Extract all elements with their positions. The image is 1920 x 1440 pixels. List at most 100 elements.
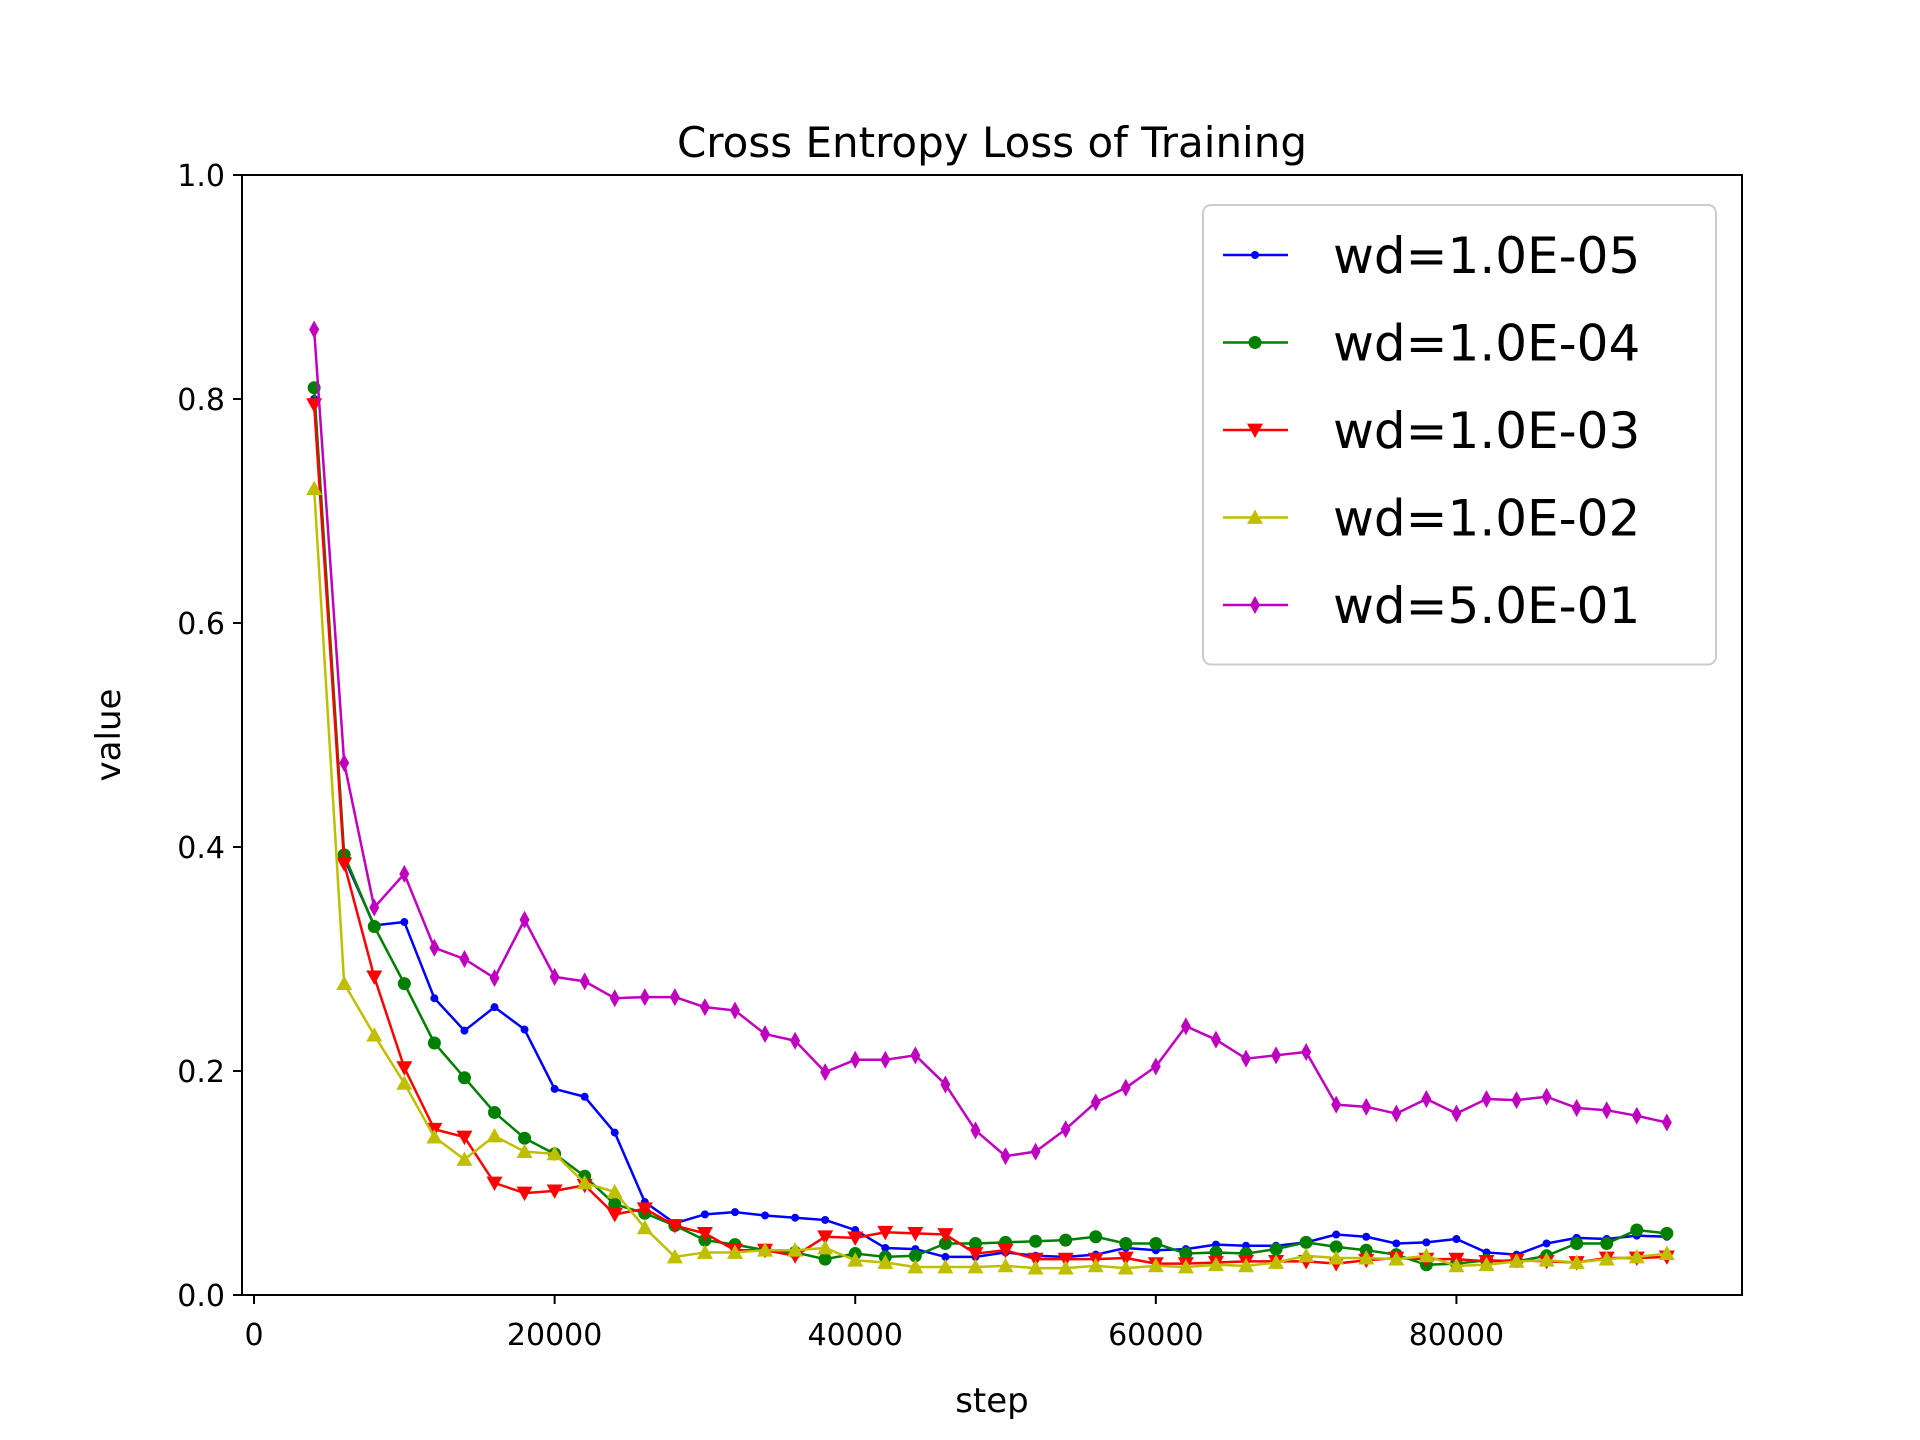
data-point <box>997 1243 1014 1259</box>
data-point <box>968 1236 982 1250</box>
data-point <box>456 1130 473 1146</box>
data-point <box>490 1003 499 1012</box>
x-tick-label: 0 <box>244 1318 263 1353</box>
data-point <box>1060 1120 1071 1139</box>
legend-swatch-marker <box>1248 336 1262 349</box>
series-line <box>312 404 1667 1265</box>
data-point <box>309 320 320 339</box>
data-point <box>1029 1234 1043 1248</box>
data-point <box>1661 1113 1672 1132</box>
data-point <box>726 1244 743 1259</box>
y-tick-label: 0.4 <box>177 831 225 866</box>
data-point <box>847 1231 864 1246</box>
data-point <box>790 1031 801 1050</box>
data-point <box>1241 1049 1252 1068</box>
legend-label: wd=1.0E-03 <box>1333 402 1640 460</box>
data-point <box>937 1228 954 1243</box>
data-point <box>881 1243 890 1252</box>
data-point <box>430 994 439 1003</box>
data-point <box>606 1183 623 1199</box>
data-point <box>1508 1253 1525 1268</box>
series-wd=5.0E-01 <box>309 320 1672 1166</box>
x-tick-label: 40000 <box>808 1318 903 1353</box>
data-point <box>636 1202 653 1217</box>
data-point <box>908 1249 922 1263</box>
data-point <box>730 1208 739 1217</box>
chart-title: Cross Entropy Loss of Training <box>677 118 1307 167</box>
data-point <box>729 1001 740 1020</box>
data-point <box>1030 1142 1041 1161</box>
data-point <box>1361 1097 1372 1116</box>
y-axis: 0.0 0.2 0.4 0.6 0.8 1.0 <box>177 159 242 1314</box>
data-point <box>306 480 323 495</box>
data-point <box>1269 1242 1283 1256</box>
data-point <box>396 1075 413 1090</box>
data-point <box>606 1207 623 1223</box>
data-point <box>1451 1104 1462 1123</box>
data-point <box>669 988 680 1007</box>
data-point <box>456 1151 473 1166</box>
x-axis-label: step <box>955 1381 1029 1421</box>
data-point <box>1511 1091 1522 1110</box>
legend-label: wd=1.0E-02 <box>1333 490 1640 548</box>
data-point <box>399 864 410 883</box>
data-point <box>877 1225 894 1241</box>
data-point <box>550 1084 559 1093</box>
data-point <box>700 1210 709 1219</box>
data-point <box>608 1197 622 1211</box>
data-point <box>366 970 383 985</box>
data-point <box>1117 1251 1134 1267</box>
data-point <box>576 1175 593 1190</box>
data-point <box>1328 1250 1345 1265</box>
data-point <box>907 1227 924 1242</box>
series-line <box>312 488 1667 1270</box>
data-point <box>1299 1235 1313 1249</box>
data-point <box>488 1105 502 1119</box>
y-tick-label: 0.8 <box>177 383 225 418</box>
data-point <box>366 1027 383 1042</box>
data-point <box>1570 1236 1584 1250</box>
data-point <box>1301 1042 1312 1061</box>
data-point <box>1631 1106 1642 1125</box>
data-point <box>699 998 710 1017</box>
x-tick-label: 60000 <box>1108 1318 1203 1353</box>
series-line <box>312 398 1667 1259</box>
data-point <box>941 1252 950 1261</box>
data-point <box>666 1248 683 1264</box>
data-point <box>910 1046 921 1065</box>
data-point <box>820 1063 831 1082</box>
data-point <box>1600 1236 1614 1250</box>
data-point <box>1601 1101 1612 1120</box>
data-point <box>460 1026 469 1035</box>
data-point <box>396 1061 413 1076</box>
x-tick-label: 80000 <box>1409 1318 1504 1353</box>
data-point <box>880 1050 891 1069</box>
x-tick-label: 20000 <box>507 1318 602 1353</box>
data-point <box>1117 1260 1134 1275</box>
data-point <box>1119 1236 1133 1250</box>
data-point <box>1392 1239 1401 1248</box>
data-point <box>1179 1247 1193 1261</box>
data-point <box>1542 1239 1551 1248</box>
y-tick-label: 0.0 <box>177 1279 225 1314</box>
data-point <box>546 1184 563 1199</box>
data-point <box>1268 1254 1285 1269</box>
data-point <box>1628 1248 1645 1264</box>
data-point <box>817 1239 834 1255</box>
data-point <box>666 1219 683 1234</box>
legend-entry: wd=1.0E-04 <box>1223 315 1640 373</box>
data-point <box>817 1230 834 1245</box>
legend-entry: wd=1.0E-02 <box>1223 490 1640 548</box>
data-point <box>369 898 380 917</box>
data-point <box>937 1259 954 1274</box>
data-point <box>1000 1147 1011 1166</box>
data-point <box>486 1127 503 1143</box>
data-point <box>1298 1247 1315 1263</box>
data-point <box>1090 1093 1101 1112</box>
data-point <box>336 857 353 872</box>
data-point <box>791 1213 800 1222</box>
data-point <box>1180 1017 1191 1036</box>
data-point <box>1331 1095 1342 1114</box>
data-point <box>938 1236 952 1250</box>
data-point <box>967 1247 984 1262</box>
